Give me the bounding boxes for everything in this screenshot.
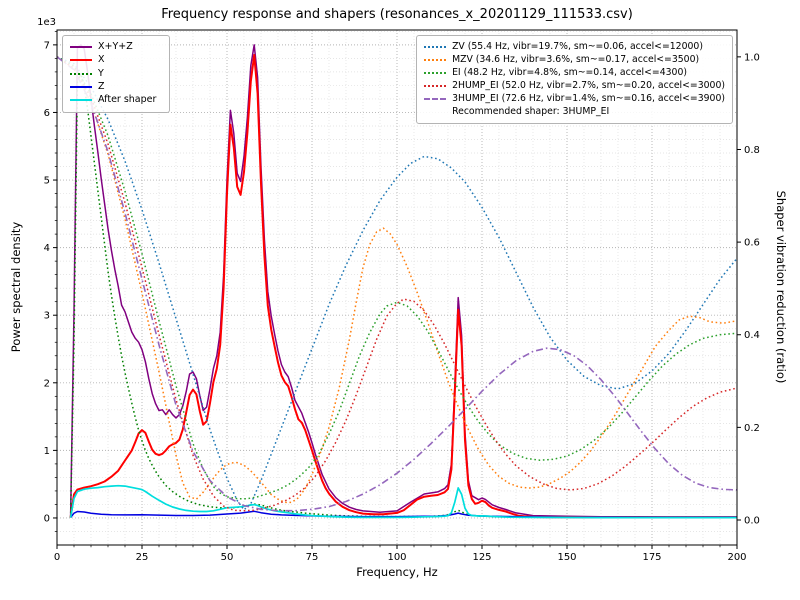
y-right-tick-label: 1.0 <box>744 52 760 63</box>
legend-label: Y <box>98 67 104 79</box>
legend-line-sample <box>70 72 92 75</box>
series-ei <box>57 56 737 500</box>
x-tick-label: 50 <box>221 552 234 563</box>
axis-offset-text: 1e3 <box>37 17 56 28</box>
legend-item: MZV (34.6 Hz, vibr=3.6%, sm~=0.17, accel… <box>424 54 725 66</box>
legend-label: 2HUMP_EI (52.0 Hz, vibr=2.7%, sm~=0.20, … <box>452 80 725 92</box>
legend-item: X+Y+Z <box>70 41 162 53</box>
y-right-tick-label: 0.2 <box>744 423 760 434</box>
legend-line-sample <box>70 99 92 102</box>
y-axis-label-left: Power spectral density <box>9 221 23 353</box>
legend-label: Recommended shaper: 3HUMP_EI <box>452 106 610 118</box>
x-tick-label: 175 <box>642 552 661 563</box>
series-2hump_ei <box>57 56 737 512</box>
legend-line-sample <box>70 46 92 48</box>
series-mzv <box>57 56 737 504</box>
y-right-tick-label: 0.0 <box>744 515 760 526</box>
x-tick-label: 200 <box>727 552 746 563</box>
y-left-tick-label: 1 <box>44 446 50 457</box>
x-tick-label: 125 <box>472 552 491 563</box>
y-left-tick-label: 2 <box>44 378 50 389</box>
legend-label: MZV (34.6 Hz, vibr=3.6%, sm~=0.17, accel… <box>452 54 700 66</box>
y-left-tick-label: 0 <box>44 513 50 524</box>
legend-line-sample <box>424 46 447 48</box>
x-tick-label: 0 <box>54 552 60 563</box>
series-y <box>69 72 737 519</box>
legend-item: 3HUMP_EI (72.6 Hz, vibr=1.4%, sm~=0.16, … <box>424 93 725 105</box>
legend-label: ZV (55.4 Hz, vibr=19.7%, sm~=0.06, accel… <box>452 41 703 52</box>
x-axis-label: Frequency, Hz <box>356 565 438 579</box>
chart-title: Frequency response and shapers (resonanc… <box>161 7 633 22</box>
legend-item: Z <box>70 81 162 93</box>
legend-line-sample <box>424 72 447 75</box>
legend-line-sample <box>424 98 447 101</box>
x-tick-label: 100 <box>387 552 406 563</box>
y-left-tick-label: 4 <box>44 243 50 254</box>
series-3hump_ei <box>57 56 737 512</box>
legend-line-sample <box>70 59 92 62</box>
legend-psd: X+Y+Z X Y Z After shaper <box>62 35 170 113</box>
legend-label: Z <box>98 81 105 93</box>
series-x <box>69 54 737 519</box>
legend-item: ZV (55.4 Hz, vibr=19.7%, sm~=0.06, accel… <box>424 41 725 53</box>
x-tick-label: 75 <box>306 552 319 563</box>
y-left-tick-label: 7 <box>44 40 50 51</box>
y-right-tick-label: 0.6 <box>744 238 760 249</box>
legend-item: Recommended shaper: 3HUMP_EI <box>424 106 725 118</box>
legend-item: After shaper <box>70 94 162 106</box>
x-tick-label: 150 <box>557 552 576 563</box>
legend-line-sample <box>70 86 92 89</box>
x-tick-label: 25 <box>136 552 149 563</box>
y-right-tick-label: 0.8 <box>744 145 760 156</box>
legend-label: X+Y+Z <box>98 41 133 52</box>
legend-label: 3HUMP_EI (72.6 Hz, vibr=1.4%, sm~=0.16, … <box>452 93 725 105</box>
y-left-tick-label: 3 <box>44 311 50 322</box>
series-after-shaper <box>69 484 737 519</box>
legend-item: EI (48.2 Hz, vibr=4.8%, sm~=0.14, accel<… <box>424 67 725 79</box>
legend-item: X <box>70 54 162 66</box>
y-left-tick-label: 5 <box>44 176 50 187</box>
legend-label: X <box>98 54 105 66</box>
y-right-tick-label: 0.4 <box>744 330 760 341</box>
legend-label: EI (48.2 Hz, vibr=4.8%, sm~=0.14, accel<… <box>452 67 688 79</box>
legend-line-sample <box>424 85 447 88</box>
legend-line-sample <box>424 59 447 62</box>
legend-shapers: ZV (55.4 Hz, vibr=19.7%, sm~=0.06, accel… <box>416 35 733 125</box>
legend-label: After shaper <box>98 94 157 106</box>
legend-item: 2HUMP_EI (52.0 Hz, vibr=2.7%, sm~=0.20, … <box>424 80 725 92</box>
legend-item: Y <box>70 68 162 80</box>
y-axis-label-right: Shaper vibration reduction (ratio) <box>774 190 788 384</box>
series-zv <box>57 56 737 511</box>
y-left-tick-label: 6 <box>44 108 50 119</box>
